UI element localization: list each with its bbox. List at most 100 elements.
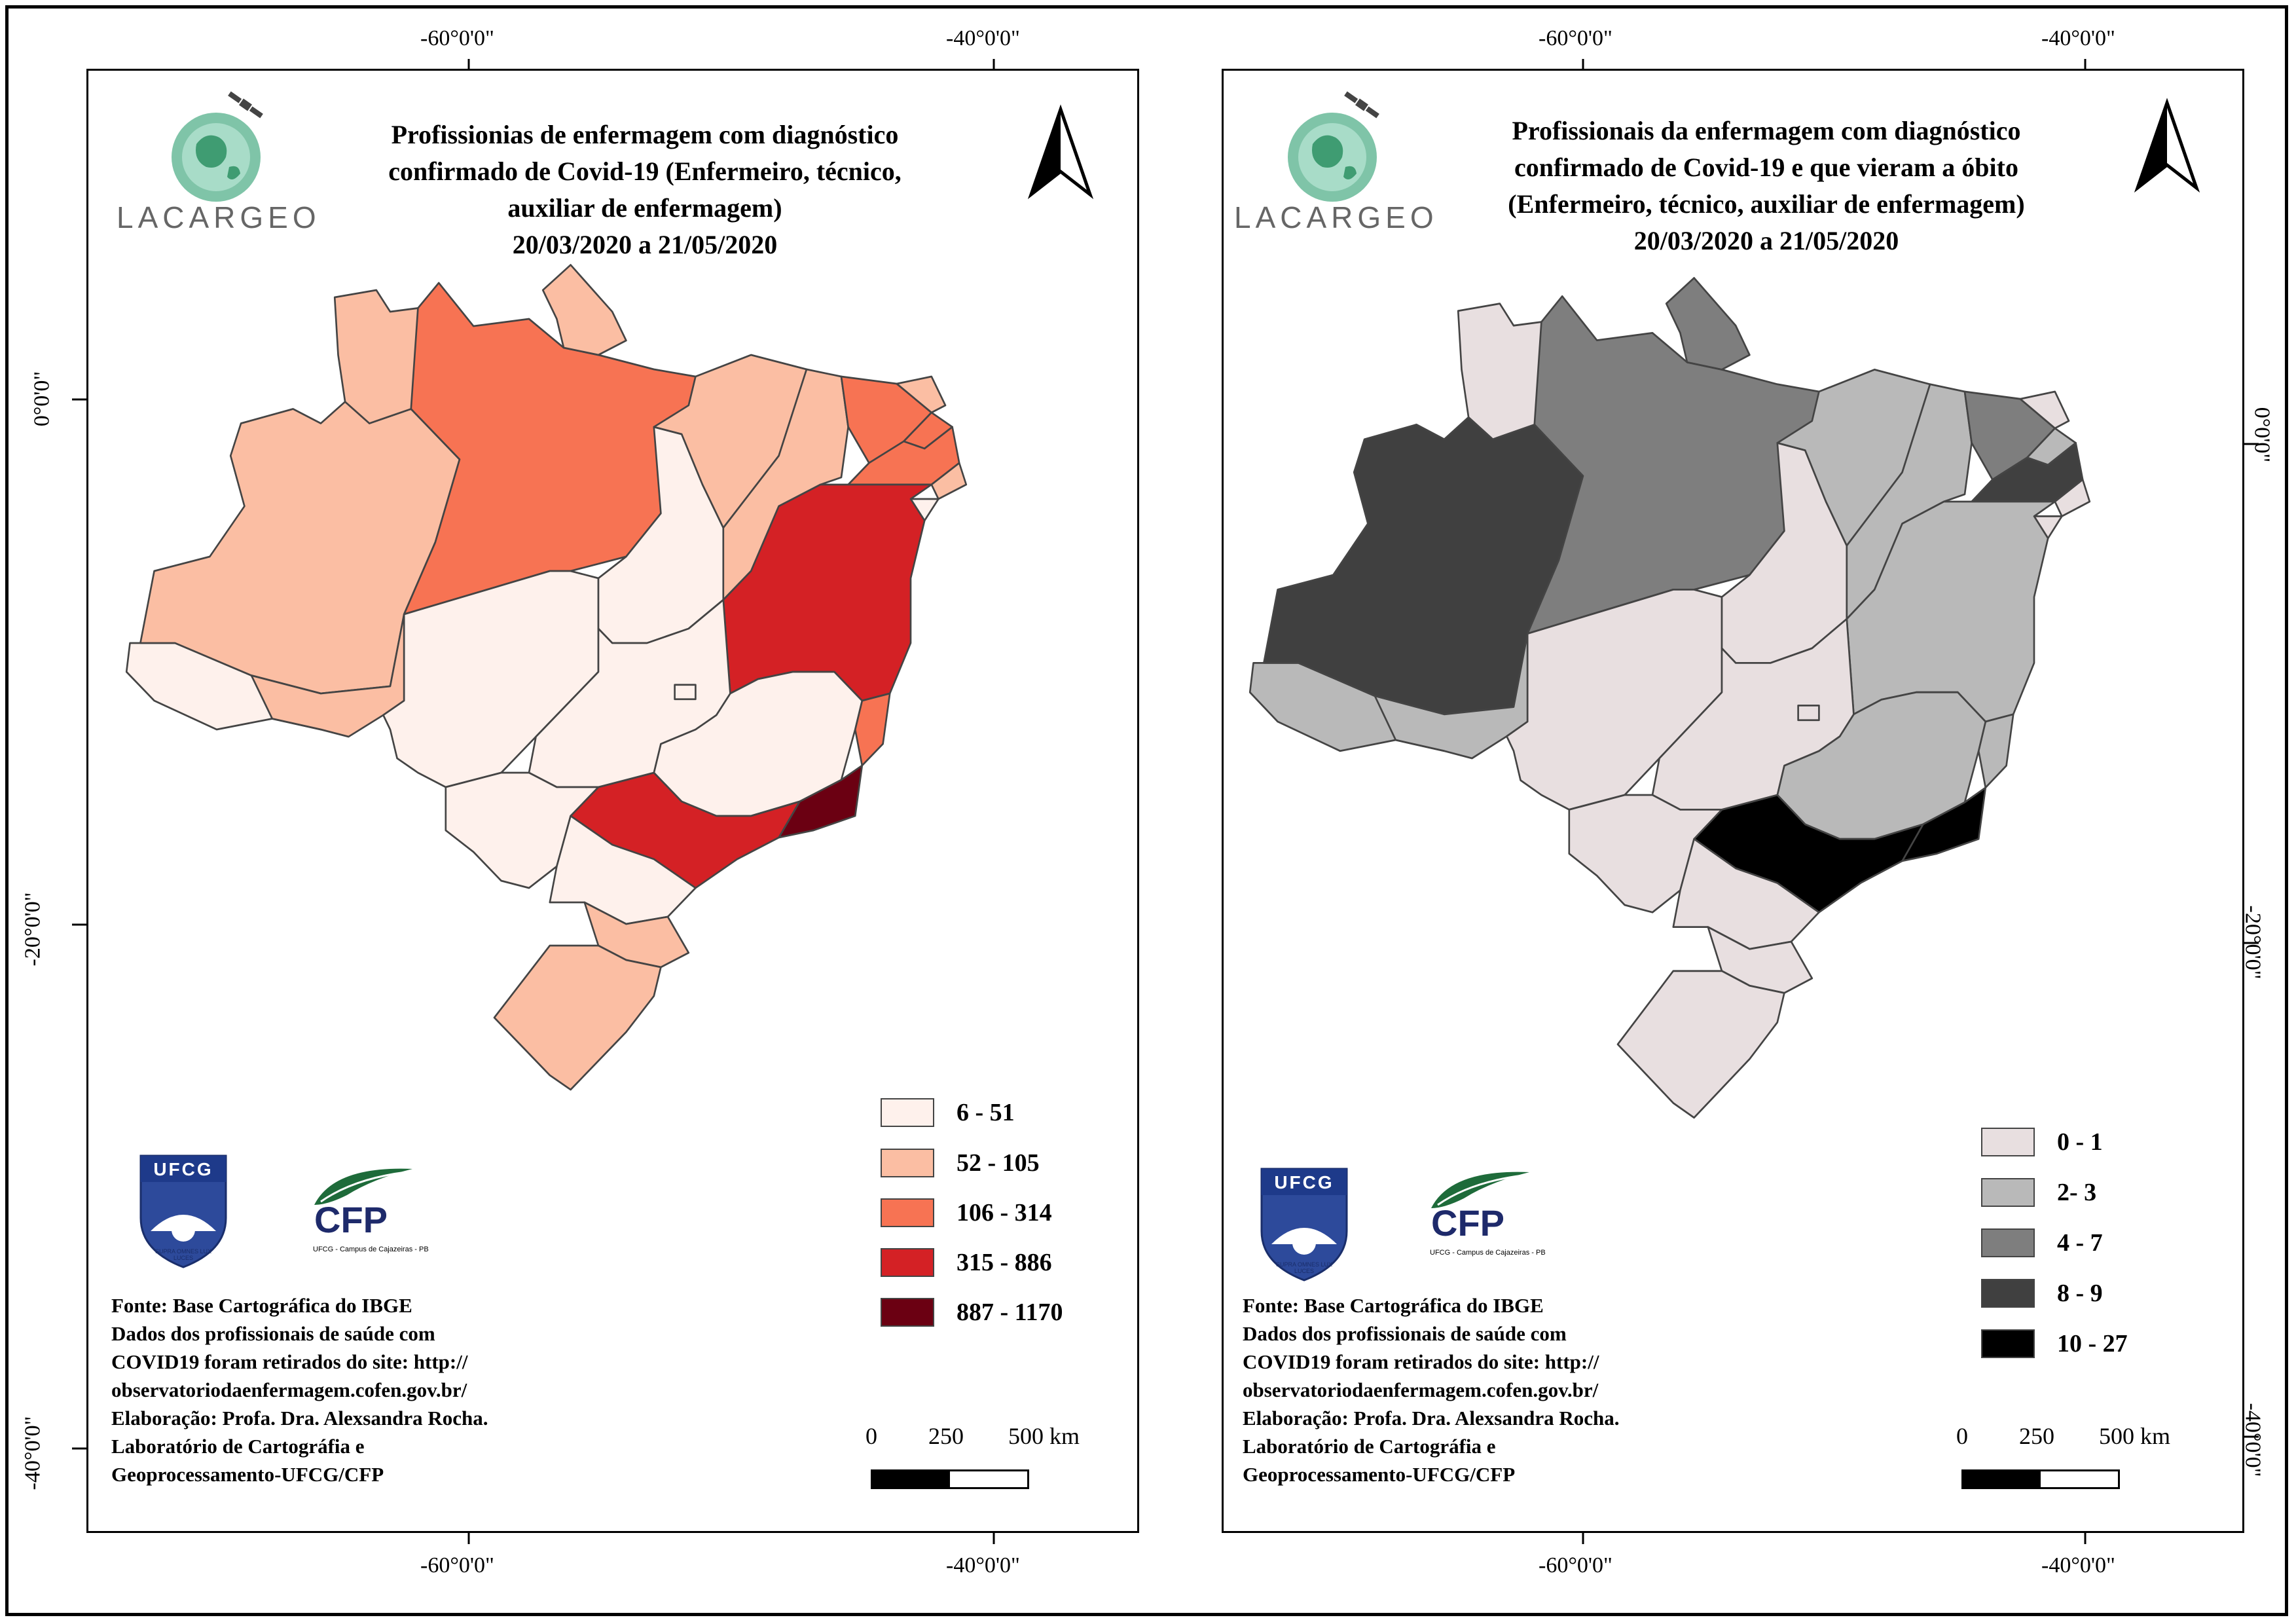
right-legend-item-1: 0 - 1 — [1981, 1125, 2103, 1159]
left-legend-label-3: 106 - 314 — [957, 1199, 1052, 1227]
left-ufcg-motto: SUPRA OMNES LUX LUCES — [155, 1248, 212, 1261]
right-bottom-lon-label-2: -40°0'0" — [2041, 1553, 2115, 1578]
state-pr — [1672, 838, 1820, 950]
right-scale-label-250: 250 — [2019, 1423, 2054, 1449]
left-source-line-4: observatoriodaenfermagem.cofen.gov.br/ — [111, 1378, 467, 1401]
left-title-line-1: Profissionias de enfermagem com diagnóst… — [391, 120, 899, 149]
left-lacargeo-globe-icon — [172, 91, 263, 202]
left-lacargeo-logo-text: LACARGEO — [117, 200, 321, 234]
right-cfp-leaf-icon — [1431, 1172, 1529, 1208]
left-source-line-7: Geoprocessamento-UFCG/CFP — [111, 1463, 384, 1486]
right-ufcg-motto: SUPRA OMNES LUX LUCES — [1275, 1261, 1333, 1274]
right-top-lon-label-2: -40°0'0" — [2041, 26, 2115, 50]
left-title-line-2: confirmado de Covid-19 (Enfermeiro, técn… — [388, 157, 902, 186]
left-cfp-leaf-icon — [314, 1168, 412, 1205]
left-source-line-3: COVID19 foram retirados do site: http:// — [111, 1350, 468, 1373]
right-legend-swatch-1 — [1981, 1128, 2035, 1156]
left-brazil-map — [125, 264, 968, 1091]
left-source-text: Fonte: Base Cartográfica do IBGE Dados d… — [111, 1291, 488, 1488]
left-legend-swatch-5 — [881, 1298, 934, 1327]
left-legend-item-4: 315 - 886 — [881, 1246, 1052, 1280]
left-legend-swatch-4 — [881, 1248, 934, 1277]
left-source-line-5: Elaboração: Profa. Dra. Alexsandra Rocha… — [111, 1407, 488, 1430]
left-legend-item-2: 52 - 105 — [881, 1146, 1040, 1180]
figure-frame — [5, 5, 2288, 1616]
right-legend-swatch-2 — [1981, 1178, 2035, 1207]
left-legend-label-4: 315 - 886 — [957, 1249, 1052, 1276]
state-df — [1797, 704, 1820, 722]
right-cfp-caption: UFCG - Campus de Cajazeiras - PB — [1430, 1249, 1546, 1257]
state-rr — [333, 289, 437, 424]
right-source-line-2: Dados dos profissionais de saúde com — [1243, 1322, 1567, 1345]
left-source-line-6: Laboratório de Cartográfia e — [111, 1435, 365, 1458]
right-scale-bar — [1961, 1469, 2120, 1489]
left-legend-label-5: 887 - 1170 — [957, 1299, 1063, 1326]
right-source-line-1: Fonte: Base Cartográfica do IBGE — [1243, 1294, 1544, 1317]
right-legend-label-1: 0 - 1 — [2057, 1128, 2103, 1156]
left-ufcg-shield-icon — [139, 1154, 227, 1268]
right-ufcg-logo-text: UFCG — [1274, 1172, 1334, 1192]
right-legend-swatch-4 — [1981, 1279, 2035, 1308]
right-scale-label-500: 500 km — [2099, 1423, 2171, 1449]
state-al — [2054, 479, 2091, 517]
left-scale-label-250: 250 — [928, 1423, 964, 1449]
state-ap — [1665, 276, 1751, 371]
right-title-line-3: (Enfermeiro, técnico, auxiliar de enferm… — [1508, 189, 2025, 219]
state-pr — [549, 815, 697, 925]
right-legend-item-2: 2- 3 — [1981, 1175, 2096, 1209]
left-legend-swatch-2 — [881, 1149, 934, 1177]
left-scale-label-500: 500 km — [1008, 1423, 1080, 1449]
right-lacargeo-logo-text: LACARGEO — [1234, 200, 1438, 234]
left-top-lon-label-1: -60°0'0" — [420, 26, 494, 50]
right-legend-label-2: 2- 3 — [2057, 1179, 2097, 1206]
state-rs — [1616, 970, 1785, 1119]
right-lacargeo-globe-icon — [1288, 91, 1379, 202]
right-title-line-2: confirmado de Covid-19 e que vieram a ób… — [1514, 153, 2018, 182]
left-source-line-2: Dados dos profissionais de saúde com — [111, 1322, 435, 1345]
right-source-line-6: Laboratório de Cartográfia e — [1243, 1435, 1496, 1458]
right-legend-item-5: 10 - 27 — [1981, 1327, 2128, 1361]
left-legend-item-3: 106 - 314 — [881, 1196, 1052, 1230]
right-map-title: Profissionais da enfermagem com diagnóst… — [1446, 113, 2087, 259]
state-go — [1651, 618, 1855, 811]
left-legend-label-2: 52 - 105 — [957, 1149, 1040, 1177]
left-bottom-lon-label-2: -40°0'0" — [946, 1553, 1020, 1578]
left-title-line-4: 20/03/2020 a 21/05/2020 — [512, 230, 778, 259]
right-scale-label-0: 0 — [1956, 1423, 1968, 1449]
right-cfp-logo-text: CFP — [1431, 1202, 1504, 1244]
right-bottom-lon-label-1: -60°0'0" — [1539, 1553, 1613, 1578]
right-top-lon-label-1: -60°0'0" — [1539, 26, 1613, 50]
left-ufcg-logo-text: UFCG — [153, 1159, 213, 1179]
right-source-line-4: observatoriodaenfermagem.cofen.gov.br/ — [1243, 1378, 1599, 1401]
right-title-line-4: 20/03/2020 a 21/05/2020 — [1633, 226, 1899, 255]
state-rn — [2019, 390, 2070, 430]
left-legend-item-5: 887 - 1170 — [881, 1295, 1063, 1329]
left-top-lon-label-2: -40°0'0" — [946, 26, 1020, 50]
right-legend-label-5: 10 - 27 — [2057, 1330, 2128, 1357]
right-source-line-5: Elaboração: Profa. Dra. Alexsandra Rocha… — [1243, 1407, 1620, 1430]
right-north-arrow-icon — [2134, 98, 2200, 193]
state-df — [674, 684, 697, 701]
right-brazil-map — [1248, 276, 2091, 1119]
right-legend-item-4: 8 - 9 — [1981, 1276, 2103, 1310]
right-source-text: Fonte: Base Cartográfica do IBGE Dados d… — [1243, 1291, 1619, 1488]
right-legend-swatch-5 — [1981, 1329, 2035, 1358]
left-map-title: Profissionias de enfermagem com diagnóst… — [327, 117, 962, 263]
state-go — [528, 599, 731, 788]
state-rn — [896, 375, 947, 414]
left-source-line-1: Fonte: Base Cartográfica do IBGE — [111, 1294, 412, 1317]
state-rs — [493, 944, 662, 1091]
right-legend-item-3: 4 - 7 — [1981, 1226, 2103, 1260]
right-source-line-7: Geoprocessamento-UFCG/CFP — [1243, 1463, 1516, 1486]
left-scale-bar — [871, 1469, 1029, 1489]
left-legend-label-1: 6 - 51 — [957, 1099, 1015, 1126]
right-legend-swatch-3 — [1981, 1228, 2035, 1257]
right-source-line-3: COVID19 foram retirados do site: http:// — [1243, 1350, 1599, 1373]
left-cfp-caption: UFCG - Campus de Cajazeiras - PB — [313, 1246, 429, 1253]
left-scale-label-0: 0 — [866, 1423, 877, 1449]
right-legend-label-4: 8 - 9 — [2057, 1280, 2103, 1307]
left-legend-swatch-1 — [881, 1098, 934, 1127]
right-title-line-1: Profissionais da enfermagem com diagnóst… — [1512, 116, 2021, 145]
